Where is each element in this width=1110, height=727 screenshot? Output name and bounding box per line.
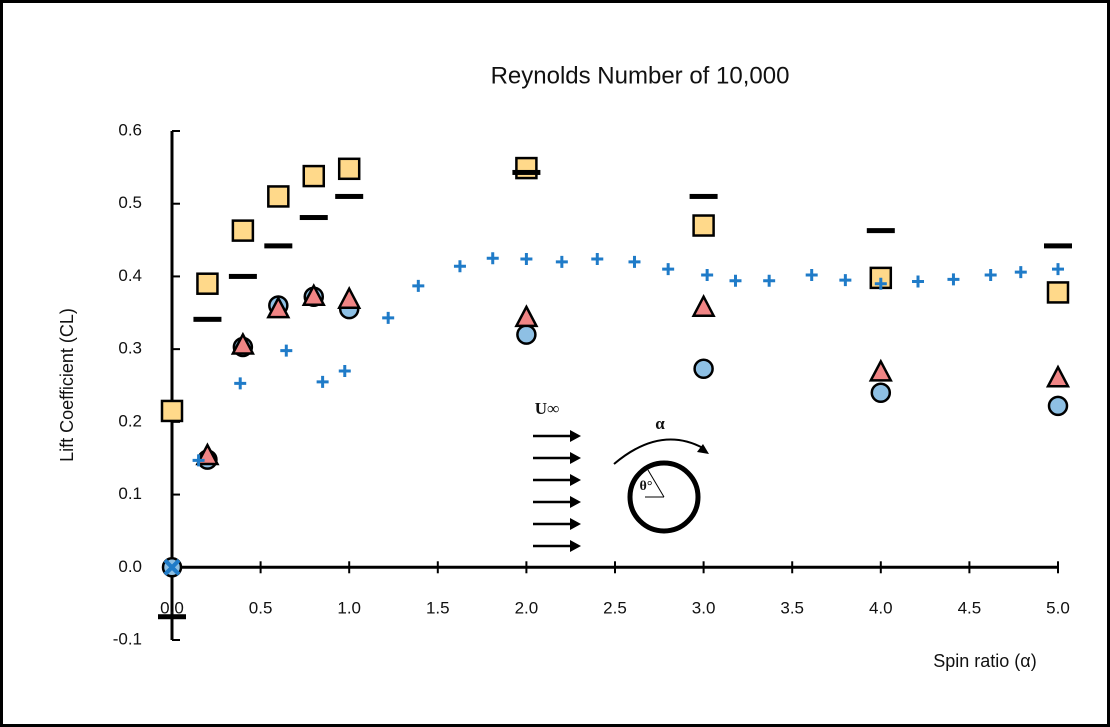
square-point bbox=[339, 159, 359, 179]
y-tick-label: 0.3 bbox=[118, 339, 142, 358]
x-tick-label: 4.0 bbox=[869, 598, 893, 617]
square-point bbox=[268, 186, 288, 206]
angle-label: θ° bbox=[640, 479, 653, 494]
dash-point bbox=[300, 215, 328, 220]
x-tick-label: 3.0 bbox=[692, 598, 716, 617]
circle-point bbox=[695, 360, 713, 378]
square-point bbox=[233, 221, 253, 241]
y-tick-label: -0.1 bbox=[113, 629, 142, 648]
y-tick-label: 0.2 bbox=[118, 411, 142, 430]
square-point bbox=[197, 274, 217, 294]
chart-title: Reynolds Number of 10,000 bbox=[491, 62, 790, 89]
x-tick-label: 4.5 bbox=[958, 598, 982, 617]
x-axis-label: Spin ratio (α) bbox=[933, 651, 1036, 671]
dash-point bbox=[690, 194, 718, 199]
dash-point bbox=[1044, 243, 1072, 248]
x-tick-label: 0.5 bbox=[249, 598, 273, 617]
square-point bbox=[1048, 282, 1068, 302]
dash-point bbox=[193, 317, 221, 322]
y-tick-label: 0.5 bbox=[118, 193, 142, 212]
dash-point bbox=[158, 614, 186, 619]
dash-point bbox=[264, 243, 292, 248]
x-tick-label: 5.0 bbox=[1046, 598, 1070, 617]
y-tick-label: 0.1 bbox=[118, 484, 142, 503]
dash-point bbox=[335, 194, 363, 199]
chart: Reynolds Number of 10,000 Spin ratio (α)… bbox=[0, 0, 1110, 727]
x-tick-label: 3.5 bbox=[780, 598, 804, 617]
y-tick-label: 0.6 bbox=[118, 120, 142, 139]
x-tick-label: 2.5 bbox=[603, 598, 627, 617]
y-tick-label: 0.0 bbox=[118, 557, 142, 576]
circle-point bbox=[517, 326, 535, 344]
x-tick-label: 2.0 bbox=[515, 598, 539, 617]
circle-point bbox=[872, 384, 890, 402]
square-point bbox=[516, 158, 536, 178]
velocity-label: U∞ bbox=[535, 399, 559, 418]
dash-point bbox=[867, 228, 895, 233]
spin-label: α bbox=[655, 414, 665, 433]
x-tick-label: 1.5 bbox=[426, 598, 450, 617]
page: Reynolds Number of 10,000 Spin ratio (α)… bbox=[0, 0, 1110, 727]
x-tick-label: 1.0 bbox=[337, 598, 361, 617]
y-axis-label: Lift Coefficient (CL) bbox=[57, 308, 77, 462]
square-point bbox=[162, 401, 182, 421]
y-tick-label: 0.4 bbox=[118, 266, 142, 285]
dash-point bbox=[512, 170, 540, 175]
square-point bbox=[694, 216, 714, 236]
dash-point bbox=[229, 274, 257, 279]
square-point bbox=[304, 166, 324, 186]
circle-point bbox=[1049, 397, 1067, 415]
